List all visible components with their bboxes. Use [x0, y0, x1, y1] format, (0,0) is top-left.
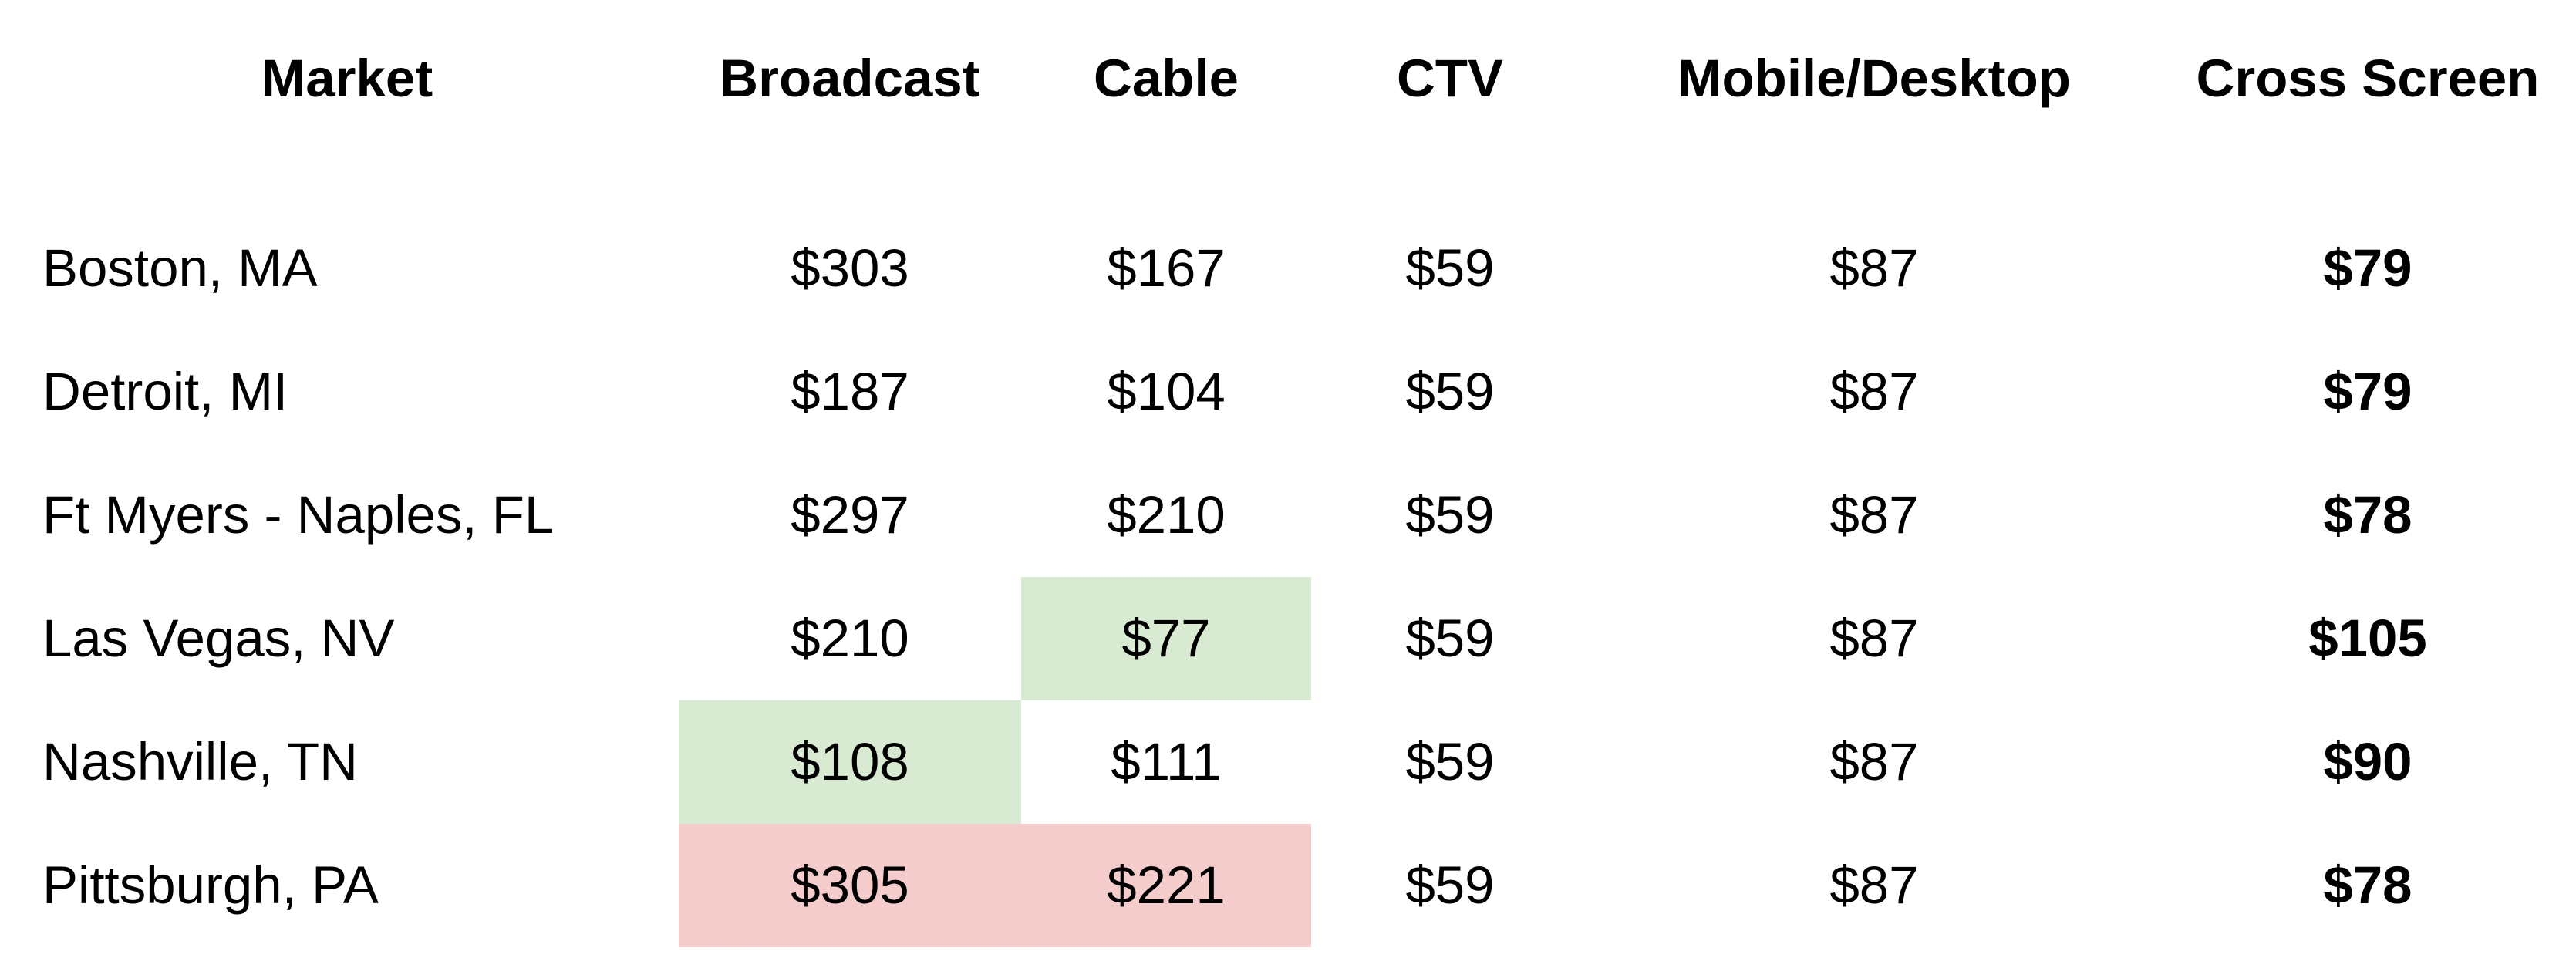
table-header-row: Market Broadcast Cable CTV Mobile/Deskto…: [0, 17, 2576, 140]
cross-screen-cell: $105: [2308, 609, 2427, 668]
market-cell: Boston, MA: [42, 238, 318, 298]
table-row: Detroit, MI $187 $104 $59 $87 $79: [0, 330, 2576, 454]
header-ctv: CTV: [1397, 49, 1503, 108]
ctv-cell: $59: [1405, 238, 1495, 298]
table-row: Las Vegas, NV $210 $77 $59 $87 $105: [0, 577, 2576, 700]
broadcast-cell: $187: [791, 362, 909, 421]
mobile-desktop-cell: $87: [1829, 362, 1919, 421]
table-row: Boston, MA $303 $167 $59 $87 $79: [0, 207, 2576, 330]
cable-cell: $210: [1107, 485, 1226, 545]
ctv-cell: $59: [1405, 485, 1495, 545]
ctv-cell: $59: [1405, 855, 1495, 915]
market-cell: Nashville, TN: [42, 732, 359, 791]
market-cell: Ft Myers - Naples, FL: [42, 485, 555, 545]
cable-cell: $167: [1107, 238, 1226, 298]
cable-cell-lowest: $77: [1021, 577, 1311, 700]
table-row: Nashville, TN $108 $111 $59 $87 $90: [0, 700, 2576, 824]
header-cross-screen: Cross Screen: [2196, 49, 2540, 108]
header-mobile-desktop: Mobile/Desktop: [1677, 49, 2071, 108]
table-row: Pittsburgh, PA $305 $221 $59 $87 $78: [0, 824, 2576, 947]
cross-screen-cell: $78: [2323, 855, 2412, 915]
broadcast-cell: $297: [791, 485, 909, 545]
mobile-desktop-cell: $87: [1829, 855, 1919, 915]
mobile-desktop-cell: $87: [1829, 485, 1919, 545]
header-market: Market: [261, 49, 433, 108]
header-broadcast: Broadcast: [720, 49, 980, 108]
broadcast-cell-lowest: $108: [679, 700, 1021, 824]
cross-screen-cell: $78: [2323, 485, 2412, 545]
mobile-desktop-cell: $87: [1829, 609, 1919, 668]
mobile-desktop-cell: $87: [1829, 238, 1919, 298]
cross-screen-cell: $79: [2323, 362, 2412, 421]
market-cell: Pittsburgh, PA: [42, 855, 379, 915]
market-cell: Detroit, MI: [42, 362, 288, 421]
broadcast-cell: $303: [791, 238, 909, 298]
broadcast-cell: $210: [791, 609, 909, 668]
ctv-cell: $59: [1405, 732, 1495, 791]
ctv-cell: $59: [1405, 609, 1495, 668]
cable-cell: $111: [1111, 732, 1222, 791]
mobile-desktop-cell: $87: [1829, 732, 1919, 791]
cable-cell: $104: [1107, 362, 1226, 421]
cross-screen-cell: $90: [2323, 732, 2412, 791]
market-cell: Las Vegas, NV: [42, 609, 395, 668]
broadcast-cell-highest: $305: [679, 824, 1021, 947]
table-row: Ft Myers - Naples, FL $297 $210 $59 $87 …: [0, 454, 2576, 577]
cross-screen-cell: $79: [2323, 238, 2412, 298]
header-cable: Cable: [1094, 49, 1239, 108]
ctv-cell: $59: [1405, 362, 1495, 421]
cable-cell-highest: $221: [1021, 824, 1311, 947]
